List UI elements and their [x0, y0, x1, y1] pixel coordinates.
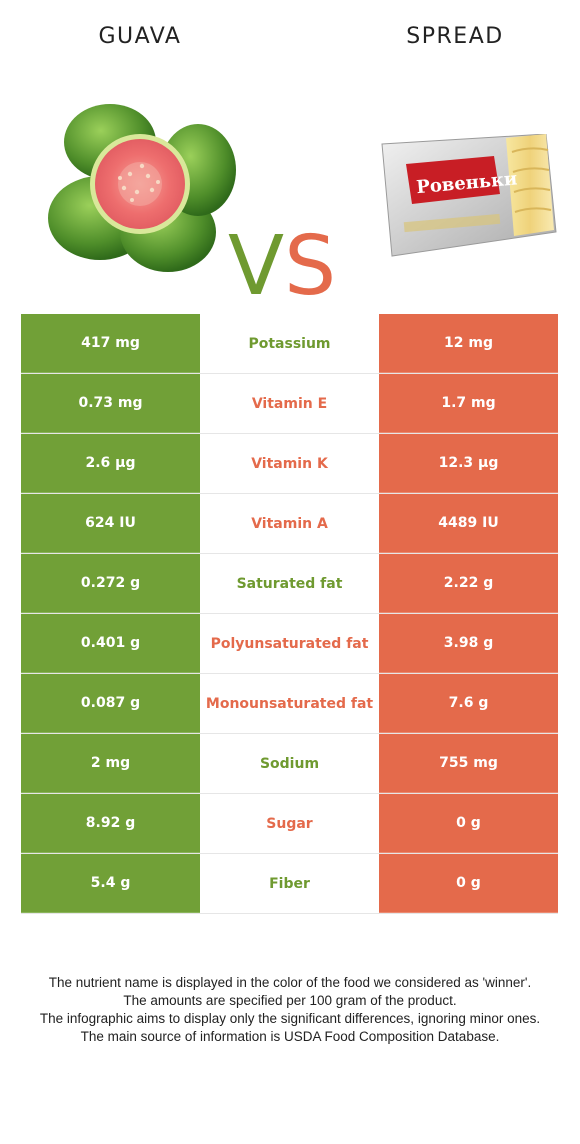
footnotes: The nutrient name is displayed in the co… [10, 974, 570, 1046]
right-value-cell: 0 g [379, 794, 558, 853]
left-value-cell: 8.92 g [21, 794, 200, 853]
nutrient-name-cell: Vitamin K [200, 434, 379, 493]
left-value-cell: 0.401 g [21, 614, 200, 673]
table-row: 0.73 mg Vitamin E 1.7 mg [21, 374, 558, 434]
left-value-cell: 2 mg [21, 734, 200, 793]
right-value-cell: 3.98 g [379, 614, 558, 673]
nutrient-name-cell: Vitamin E [200, 374, 379, 433]
right-value-cell: 755 mg [379, 734, 558, 793]
nutrient-name-cell: Saturated fat [200, 554, 379, 613]
right-value-cell: 12 mg [379, 314, 558, 373]
footnote: The infographic aims to display only the… [39, 1011, 541, 1026]
right-value-cell: 12.3 µg [379, 434, 558, 493]
right-value-cell: 7.6 g [379, 674, 558, 733]
right-food-title: SPREAD [406, 24, 504, 49]
table-row: 624 IU Vitamin A 4489 IU [21, 494, 558, 554]
nutrient-name-cell: Fiber [200, 854, 379, 913]
right-value-cell: 1.7 mg [379, 374, 558, 433]
table-row: 0.272 g Saturated fat 2.22 g [21, 554, 558, 614]
left-value-cell: 0.272 g [21, 554, 200, 613]
vs-letter-v: V [228, 219, 285, 314]
guava-fruit-image [48, 104, 236, 272]
nutrient-name-cell: Vitamin A [200, 494, 379, 553]
left-value-cell: 2.6 µg [21, 434, 200, 493]
vs-label: VS [228, 226, 336, 308]
hero-images: VS Ровеньки [0, 96, 580, 308]
table-row: 0.401 g Polyunsaturated fat 3.98 g [21, 614, 558, 674]
left-value-cell: 417 mg [21, 314, 200, 373]
nutrient-name-cell: Potassium [200, 314, 379, 373]
spread-package-image: Ровеньки [381, 134, 557, 257]
footnote: The nutrient name is displayed in the co… [48, 975, 532, 990]
nutrient-name-cell: Sodium [200, 734, 379, 793]
left-value-cell: 0.73 mg [21, 374, 200, 433]
table-row: 8.92 g Sugar 0 g [21, 794, 558, 854]
table-row: 5.4 g Fiber 0 g [21, 854, 558, 914]
nutrient-name-cell: Sugar [200, 794, 379, 853]
right-value-cell: 0 g [379, 854, 558, 913]
comparison-table: 417 mg Potassium 12 mg 0.73 mg Vitamin E 1.7 … [21, 314, 558, 914]
left-value-cell: 624 IU [21, 494, 200, 553]
right-value-cell: 2.22 g [379, 554, 558, 613]
table-row: 417 mg Potassium 12 mg [21, 314, 558, 374]
table-row: 2 mg Sodium 755 mg [21, 734, 558, 794]
left-food-title: GUAVA [98, 24, 182, 49]
left-value-cell: 5.4 g [21, 854, 200, 913]
nutrient-name-cell: Polyunsaturated fat [200, 614, 379, 673]
table-row: 0.087 g Monounsaturated fat 7.6 g [21, 674, 558, 734]
vs-letter-s: S [284, 219, 337, 314]
table-row: 2.6 µg Vitamin K 12.3 µg [21, 434, 558, 494]
right-value-cell: 4489 IU [379, 494, 558, 553]
footnote: The main source of information is USDA F… [80, 1029, 500, 1044]
left-value-cell: 0.087 g [21, 674, 200, 733]
footnote: The amounts are specified per 100 gram o… [123, 993, 457, 1008]
nutrient-name-cell: Monounsaturated fat [200, 674, 379, 733]
